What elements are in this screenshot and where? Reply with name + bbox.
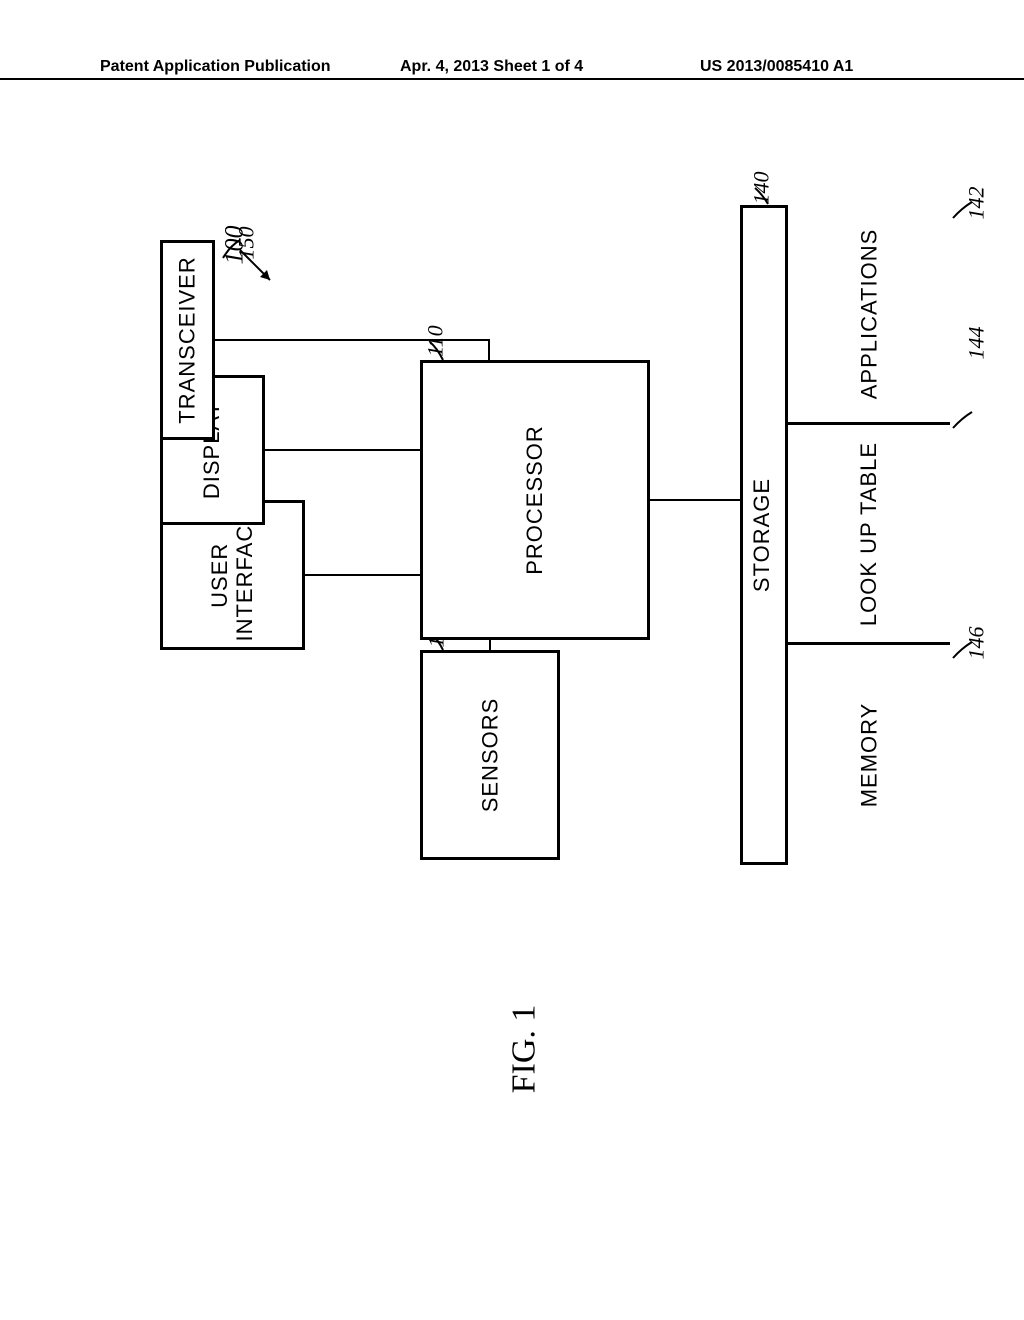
processor-leader — [425, 340, 455, 365]
sensors-label: SENSORS — [477, 698, 503, 813]
f-tr-h — [215, 339, 490, 341]
lookup-block: LOOK UP TABLE — [785, 425, 950, 645]
sensors-block: SENSORS — [420, 650, 560, 860]
header-left: Patent Application Publication — [100, 58, 331, 76]
figure-label: FIG. 1 — [505, 1005, 543, 1094]
applications-block: APPLICATIONS — [785, 205, 950, 425]
header-right: US 2013/0085410 A1 — [700, 58, 853, 76]
memory-block: MEMORY — [785, 645, 950, 865]
app-leader — [950, 200, 980, 222]
lut-leader — [950, 410, 980, 432]
header-rule — [0, 78, 1024, 80]
lookup-ref: 144 — [964, 327, 990, 360]
page: Patent Application Publication Apr. 4, 2… — [0, 0, 1024, 1320]
transceiver-block: TRANSCEIVER — [160, 240, 215, 440]
applications-label: APPLICATIONS — [856, 228, 882, 399]
storage-header-cell: STORAGE — [740, 205, 785, 865]
conn-sensors-processor — [489, 640, 491, 650]
conn-processor-storage — [650, 499, 740, 501]
lookup-label: LOOK UP TABLE — [856, 441, 882, 625]
user-interface-label: USER INTERFACE — [207, 509, 258, 641]
conn-display-processor — [265, 449, 420, 451]
transceiver-label: TRANSCEIVER — [175, 256, 201, 423]
header-center: Apr. 4, 2013 Sheet 1 of 4 — [400, 58, 583, 76]
memory-label: MEMORY — [856, 703, 882, 808]
processor-block: PROCESSOR — [420, 360, 650, 640]
processor-label: PROCESSOR — [522, 425, 548, 575]
conn-ui-processor — [305, 574, 420, 576]
transceiver-leader — [218, 238, 248, 263]
diagram: 100 SENSORS 120 PROCESSOR 110 USER INTER… — [50, 150, 974, 1230]
mem-leader — [950, 640, 980, 662]
f-tr-v — [488, 339, 490, 362]
storage-leader — [750, 186, 780, 208]
storage-label: STORAGE — [750, 478, 776, 592]
